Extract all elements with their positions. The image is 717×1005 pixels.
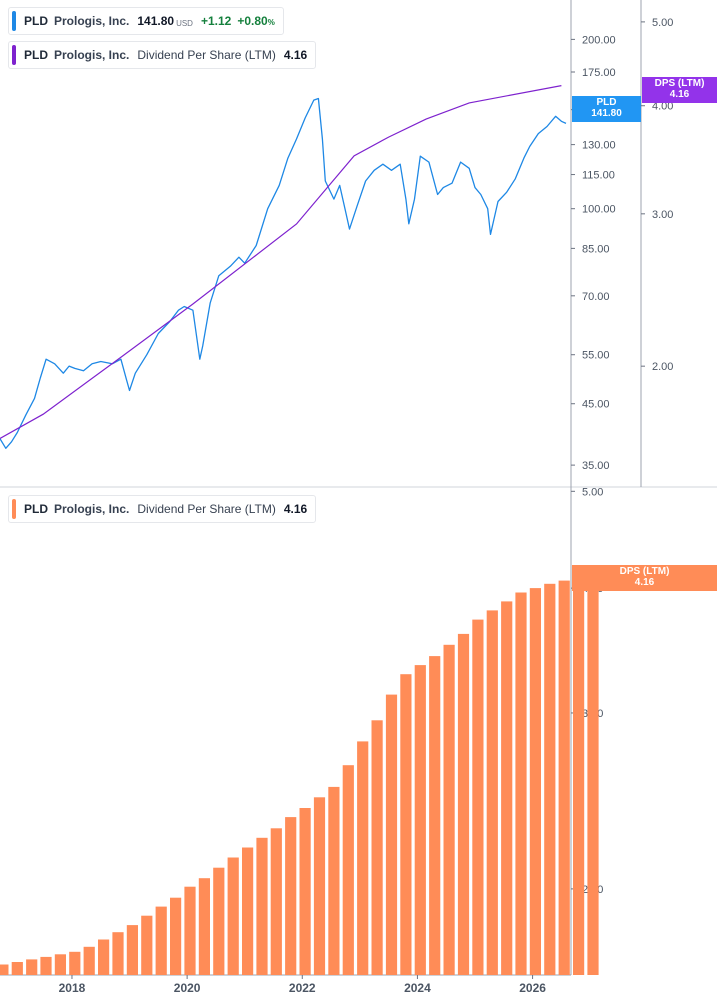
dps-bar (184, 886, 196, 975)
dps-bar (227, 857, 239, 975)
dps-bar (11, 962, 23, 975)
dps-bottom-tag-label: DPS (LTM) (619, 566, 670, 577)
time-axis-tick-label: 2020 (174, 981, 201, 995)
change-pct-sign: % (267, 18, 275, 27)
dps-bar (385, 694, 398, 975)
price-legend-change-pct: +0.80% (237, 14, 275, 28)
price-axis-tick-label: 175.00 (582, 67, 616, 79)
price-legend-change: +1.12 (200, 14, 232, 28)
dps-bar (299, 808, 311, 975)
price-axis-tick-label: 85.00 (582, 243, 610, 255)
dps-legend-bottom-name: Prologis, Inc. (54, 502, 130, 516)
dps-bar (472, 619, 484, 975)
dps-bottom-tag: DPS (LTM) 4.16 (572, 565, 717, 591)
dps-bar (400, 674, 412, 975)
dps-bar (529, 588, 541, 975)
dps-bar (170, 897, 182, 975)
dps-legend-top-name: Prologis, Inc. (54, 48, 130, 62)
time-axis-tick-label: 2024 (404, 981, 431, 995)
dps-bar (357, 741, 369, 975)
dps-bar (515, 592, 527, 975)
price-axis-tick-label: 130.00 (582, 140, 616, 152)
dps-top-tag-label: DPS (LTM) (654, 78, 705, 89)
price-legend[interactable]: PLD Prologis, Inc. 141.80 USD +1.12 +0.8… (8, 7, 284, 35)
price-tag-value: 141.80 (591, 108, 622, 119)
dps-axis-tick-label: 3.00 (652, 209, 673, 221)
dps-bar (69, 951, 81, 975)
price-axis-tick-label: 45.00 (582, 399, 610, 411)
dps-bar (141, 915, 153, 975)
dps-legend-bottom-ticker: PLD (24, 502, 48, 516)
price-tag-label: PLD (596, 97, 617, 108)
dps-bar (112, 932, 124, 975)
price-legend-ticker: PLD (24, 14, 48, 28)
dps-bar (242, 847, 254, 975)
dps-bar (457, 633, 470, 975)
dps-top-tag: DPS (LTM) 4.16 (642, 77, 717, 103)
dps-legend-bottom-value: 4.16 (283, 502, 308, 516)
time-axis-tick-label: 2018 (59, 981, 86, 995)
dps-bar (486, 610, 498, 975)
time-axis-tick-label: 2026 (519, 981, 546, 995)
dps-bar (270, 828, 282, 975)
price-legend-last: 141.80 (137, 14, 175, 28)
dps-bar (414, 665, 426, 975)
dps-legend-bottom-metric: Dividend Per Share (LTM) (137, 502, 276, 516)
dps-axis-tick-label: 2.00 (652, 361, 673, 373)
dps-bar (126, 925, 138, 975)
price-legend-name: Prologis, Inc. (54, 14, 130, 28)
dps-legend-top-swatch (12, 45, 16, 65)
dps-bar (371, 720, 383, 975)
dps-bar (213, 867, 225, 975)
price-legend-swatch (12, 11, 16, 31)
dps-bar (0, 964, 9, 975)
price-tag: PLD 141.80 (572, 96, 641, 122)
price-line (0, 97, 567, 449)
dps-bar (285, 817, 297, 975)
price-axis-tick-label: 35.00 (582, 460, 610, 472)
price-axis-tick-label: 115.00 (582, 170, 615, 182)
dps-bar (544, 583, 556, 975)
bar-axis-tick-label: 5.00 (582, 486, 603, 498)
price-legend-currency: USD (176, 18, 193, 28)
dps-line (0, 85, 562, 440)
dps-bar (98, 939, 110, 975)
dps-bar (501, 601, 513, 975)
dps-bar (587, 571, 599, 975)
dps-bar (342, 765, 354, 975)
dps-bar (443, 644, 455, 975)
dps-bar (155, 906, 167, 975)
change-pct-value: +0.80 (237, 14, 268, 28)
dps-bar (198, 878, 210, 975)
dps-bar (429, 656, 441, 975)
dps-bar (313, 797, 326, 975)
dps-bar (54, 954, 66, 975)
dps-legend-bottom-swatch (12, 499, 16, 519)
price-axis-tick-label: 55.00 (582, 350, 610, 362)
dps-axis-tick-label: 4.00 (652, 101, 673, 113)
price-axis-tick-label: 200.00 (582, 34, 616, 46)
dps-bar (558, 580, 570, 975)
dps-bar (26, 959, 38, 975)
dps-bottom-tag-value: 4.16 (634, 577, 655, 588)
dps-legend-top-ticker: PLD (24, 48, 48, 62)
dps-legend-top[interactable]: PLD Prologis, Inc. Dividend Per Share (L… (8, 41, 317, 69)
dps-bar (573, 576, 585, 975)
dps-legend-top-value: 4.16 (283, 48, 308, 62)
price-axis-tick-label: 100.00 (582, 204, 616, 216)
dps-top-tag-value: 4.16 (669, 89, 690, 100)
dps-legend-bottom[interactable]: PLD Prologis, Inc. Dividend Per Share (L… (8, 495, 317, 523)
dps-bar (256, 837, 268, 975)
dps-legend-top-metric: Dividend Per Share (LTM) (137, 48, 276, 62)
price-axis-tick-label: 70.00 (582, 291, 610, 303)
dps-axis-tick-label: 5.00 (652, 17, 673, 29)
dps-bar (328, 786, 340, 975)
dps-bar (40, 956, 52, 975)
dps-bar (83, 946, 95, 975)
time-axis-tick-label: 2022 (289, 981, 316, 995)
